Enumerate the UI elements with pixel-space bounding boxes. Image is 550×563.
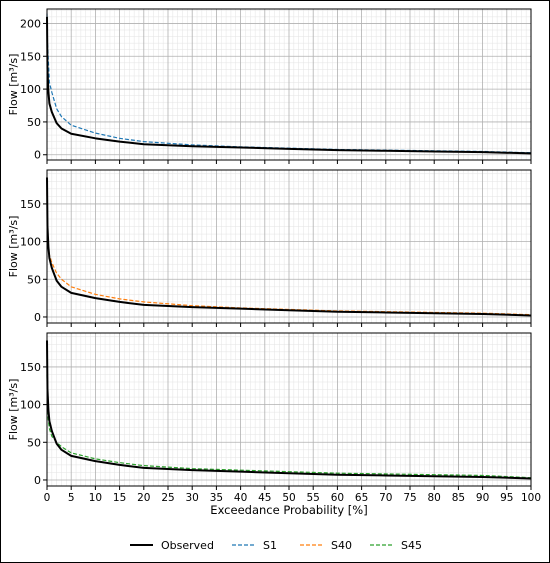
x-tick-label: 65	[355, 492, 368, 504]
x-tick-label: 70	[379, 492, 392, 504]
x-tick-label: 10	[89, 492, 102, 504]
series-line-observed	[46, 177, 532, 317]
y-tick-label: 150	[20, 50, 41, 63]
legend-item-s40: S40	[300, 539, 352, 552]
panel-1: 0 50 100 150 200 Flow [m³/s]	[7, 8, 532, 164]
y-tick-label: 150	[20, 361, 41, 374]
x-tick-label: 60	[331, 492, 344, 504]
y-tick-label: 0	[34, 149, 41, 162]
y-tick-label: 50	[27, 436, 41, 449]
legend-label-s40: S40	[331, 539, 352, 552]
x-tick-label: 5	[68, 492, 75, 504]
y-axis-label: Flow [m³/s]	[7, 379, 20, 441]
y-tick-label: 100	[20, 236, 41, 249]
series-line-observed	[46, 16, 532, 155]
legend-label-s45: S45	[401, 539, 422, 552]
x-tick-label: 50	[282, 492, 295, 504]
x-axis-label: Exceedance Probability [%]	[210, 503, 367, 517]
y-tick-label: 200	[20, 17, 41, 30]
minor-grid	[47, 170, 531, 323]
major-grid	[46, 170, 532, 323]
x-tick-label: 45	[258, 492, 271, 504]
legend-item-s45: S45	[370, 539, 422, 552]
x-tick-label: 75	[403, 492, 416, 504]
y-tick-label: 50	[27, 273, 41, 286]
y-tick-label: 150	[20, 198, 41, 211]
y-axis-label: Flow [m³/s]	[7, 54, 20, 116]
y-tick-label: 0	[34, 474, 41, 487]
major-grid	[46, 9, 532, 160]
x-tick-label: 95	[500, 492, 513, 504]
x-tick-label: 80	[428, 492, 441, 504]
panel-3: 0 50 100 150 0 5 10 15 20 25 30 35 40 45 50 55 60 65 70 75 8…	[7, 332, 541, 517]
x-tick-label: 85	[452, 492, 465, 504]
y-axis-label: Flow [m³/s]	[7, 216, 20, 278]
x-tick-label: 55	[307, 492, 320, 504]
x-tick-label: 0	[44, 492, 51, 504]
x-tick-label: 20	[137, 492, 150, 504]
legend-item-s1: S1	[232, 539, 277, 552]
x-tick-label: 90	[476, 492, 489, 504]
x-tick-label: 30	[186, 492, 199, 504]
legend-label-observed: Observed	[161, 539, 214, 552]
series-line-observed	[46, 340, 532, 480]
y-tick-label: 0	[34, 311, 41, 324]
series-line-s45	[46, 374, 532, 479]
y-tick-label: 100	[20, 399, 41, 412]
minor-grid	[47, 333, 531, 486]
y-tick-label: 50	[27, 116, 41, 129]
x-tick-label: 100	[521, 492, 541, 504]
legend-item-observed: Observed	[130, 539, 214, 552]
x-tick-label: 35	[210, 492, 223, 504]
x-tick-label: 15	[113, 492, 126, 504]
legend-label-s1: S1	[263, 539, 277, 552]
x-tick-label: 40	[234, 492, 247, 504]
y-tick-label: 100	[20, 83, 41, 96]
major-grid	[46, 333, 532, 486]
x-tick-label: 25	[161, 492, 174, 504]
legend: Observed S1 S40 S45	[130, 539, 422, 552]
